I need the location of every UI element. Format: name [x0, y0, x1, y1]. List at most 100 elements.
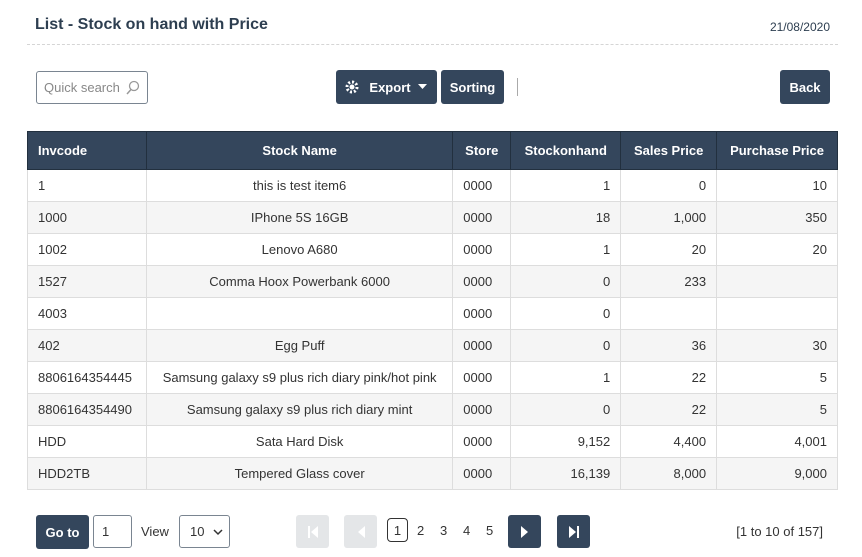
page-title: List - Stock on hand with Price — [35, 16, 268, 33]
prev-icon — [357, 525, 365, 538]
table-cell — [716, 297, 838, 330]
table-cell: Samsung galaxy s9 plus rich diary mint — [145, 393, 454, 426]
table-cell: 22 — [620, 393, 718, 426]
goto-input[interactable]: 1 — [93, 515, 132, 548]
table-cell: 1,000 — [620, 201, 718, 234]
table-cell: Sata Hard Disk — [145, 425, 454, 458]
table-cell: 18 — [510, 201, 622, 234]
table-cell: 1002 — [27, 233, 147, 266]
page-number[interactable]: 4 — [463, 523, 471, 538]
page-number[interactable]: 2 — [417, 523, 425, 538]
page-size-select[interactable]: 10 — [179, 515, 230, 548]
table-cell: 350 — [716, 201, 838, 234]
header-row: Invcode Stock Name Store Stockonhand Sales P… — [27, 131, 838, 170]
table-cell — [620, 297, 718, 330]
export-label: Export — [369, 79, 411, 95]
select-caret — [213, 529, 223, 536]
search-input[interactable]: Quick search — [36, 71, 148, 104]
table-cell: 36 — [620, 329, 718, 362]
table-cell: 10 — [716, 169, 838, 202]
view-label: View — [141, 524, 169, 539]
table-cell: 9,152 — [510, 425, 622, 458]
table-cell: HDD — [27, 425, 147, 458]
table-row: 1527 Comma Hoox Powerbank 6000 0000 0 233 — [27, 265, 838, 298]
table-cell: Lenovo A680 — [145, 233, 454, 266]
table-cell: 0 — [510, 265, 622, 298]
table-row: 402 Egg Puff 0000 0 36 30 — [27, 329, 838, 362]
table-cell: 22 — [620, 361, 718, 394]
last-page-button[interactable] — [557, 515, 590, 548]
table-cell: 0 — [510, 297, 622, 330]
table-row: HDD Sata Hard Disk 0000 9,152 4,400 4,001 — [27, 425, 838, 458]
first-page-button[interactable] — [296, 515, 329, 548]
column-header[interactable]: Stock Name — [145, 131, 454, 170]
table-row: 8806164354445 Samsung galaxy s9 plus rich… — [27, 361, 838, 394]
first-icon — [307, 525, 318, 538]
table-cell: 30 — [716, 329, 838, 362]
table-cell: Comma Hoox Powerbank 6000 — [145, 265, 454, 298]
table-cell: 0 — [620, 169, 718, 202]
export-button[interactable]: Export — [336, 70, 437, 104]
table-cell: HDD2TB — [27, 457, 147, 490]
back-button[interactable]: Back — [780, 70, 830, 104]
table-cell: this is test item6 — [145, 169, 454, 202]
prev-page-button[interactable] — [344, 515, 377, 548]
table-cell: 5 — [716, 393, 838, 426]
table-cell: 1527 — [27, 265, 147, 298]
table-cell: 1 — [510, 361, 622, 394]
table-cell: 1 — [510, 233, 622, 266]
column-header[interactable]: Sales Price — [620, 131, 718, 170]
caret-icon — [417, 84, 427, 89]
table-cell: 8,000 — [620, 457, 718, 490]
table-cell: 4003 — [27, 297, 147, 330]
page-number[interactable]: 1 — [387, 518, 408, 542]
table-cell: 8806164354490 — [27, 393, 147, 426]
table-row: 4003 0000 0 — [27, 297, 838, 330]
table-cell: Tempered Glass cover — [145, 457, 454, 490]
table-cell: 1 — [27, 169, 147, 202]
table-cell: 0000 — [452, 425, 512, 458]
table-cell: 0000 — [452, 233, 512, 266]
table-cell: 0000 — [452, 201, 512, 234]
column-header[interactable]: Purchase Price — [716, 131, 838, 170]
table-cell: 9,000 — [716, 457, 838, 490]
sorting-button[interactable]: Sorting — [441, 70, 504, 104]
table-cell: 8806164354445 — [27, 361, 147, 394]
date: 21/08/2020 — [769, 20, 830, 34]
stock-table: Invcode Stock Name Store Stockonhand Sales P… — [27, 131, 838, 490]
table-row: 8806164354490 Samsung galaxy s9 plus rich… — [27, 393, 838, 426]
last-icon — [568, 525, 579, 538]
page-number[interactable]: 3 — [440, 523, 448, 538]
table-cell: Samsung galaxy s9 plus rich diary pink/h… — [145, 361, 454, 394]
page-number[interactable]: 5 — [486, 523, 494, 538]
table-row: 1002 Lenovo A680 0000 1 20 20 — [27, 233, 838, 266]
goto-button[interactable]: Go to — [36, 515, 89, 549]
divider — [27, 44, 838, 45]
table-cell: Egg Puff — [145, 329, 454, 362]
page-summary: [1 to 10 of 157] — [736, 524, 823, 539]
search-icon — [126, 80, 140, 95]
column-header[interactable]: Store — [452, 131, 512, 170]
table-cell: 233 — [620, 265, 718, 298]
table-row: 1 this is test item6 0000 1 0 10 — [27, 169, 838, 202]
search-placeholder: Quick search — [44, 80, 120, 95]
table-row: HDD2TB Tempered Glass cover 0000 16,139 8,00… — [27, 457, 838, 490]
table-cell: 20 — [620, 233, 718, 266]
table-cell: 402 — [27, 329, 147, 362]
table-cell: 4,400 — [620, 425, 718, 458]
table-cell: 0000 — [452, 393, 512, 426]
table-cell: 5 — [716, 361, 838, 394]
table-cell: 0000 — [452, 457, 512, 490]
table-cell: 1 — [510, 169, 622, 202]
column-header[interactable]: Invcode — [27, 131, 147, 170]
column-header[interactable]: Stockonhand — [510, 131, 622, 170]
table-cell: 16,139 — [510, 457, 622, 490]
table-row: 1000 IPhone 5S 16GB 0000 18 1,000 350 — [27, 201, 838, 234]
table-cell: 0 — [510, 329, 622, 362]
table-cell: 0000 — [452, 265, 512, 298]
table-cell: 4,001 — [716, 425, 838, 458]
next-page-button[interactable] — [508, 515, 541, 548]
table-cell: 0000 — [452, 361, 512, 394]
table-cell — [145, 297, 454, 330]
